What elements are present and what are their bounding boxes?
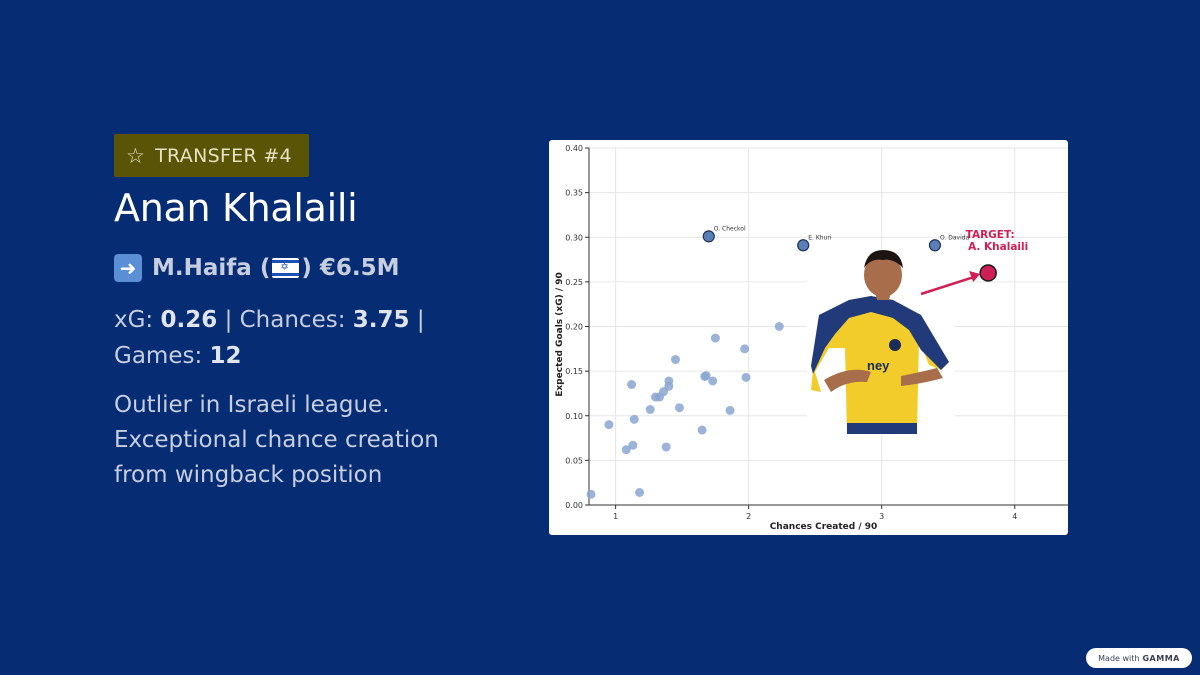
games-value: 12 [209,343,242,369]
star-icon: ☆ [126,143,146,168]
transfer-destination: ➜ M.Haifa ( ✡ ) €6.5M [114,254,399,282]
scatter-point [740,344,750,354]
chart-points [586,322,784,499]
y-tick-label: 0.00 [565,501,583,510]
labeled-point-name: E. Khuri [808,234,832,241]
scatter-point [604,420,614,430]
labeled-point-name: O. Checkol [714,225,746,232]
scatter-point [635,488,645,498]
player-stats: xG: 0.26 | Chances: 3.75 | Games: 12 [114,302,474,374]
x-tick-label: 4 [1012,512,1017,521]
right-arrow-icon: ➜ [114,254,142,282]
transfer-badge-label: TRANSFER #4 [155,144,292,167]
destination-club-close: ) [301,255,312,281]
scatter-point [670,355,680,365]
labeled-point [702,230,715,243]
y-tick-label: 0.40 [565,144,583,153]
stats-separator: | [416,307,425,333]
chart-axes: 0.00 0.05 0.10 0.15 0.20 0.25 0.30 0.35 0.40 1 2 3 4… [555,144,1068,532]
chart-labeled-points: O. Checkol E. Khuri O. Davida [702,225,970,252]
x-tick-label: 2 [746,512,751,521]
xg-value: 0.26 [160,307,218,333]
chances-value: 3.75 [352,307,410,333]
player-description: Outlier in Israeli league. Exceptional c… [114,392,439,488]
stats-separator: | [224,307,233,333]
y-tick-label: 0.10 [565,412,583,421]
scatter-point [627,380,637,390]
scatter-point [697,425,707,435]
scatter-point [586,489,596,499]
labeled-point [928,239,942,252]
x-axis-label: Chances Created / 90 [770,522,878,532]
scatter-chart: 0.00 0.05 0.10 0.15 0.20 0.25 0.30 0.35 0.40 1 2 3 4… [555,144,1068,532]
target-point [979,264,997,282]
player-photo: ney [807,250,955,435]
labeled-point-name: O. Davida [940,234,970,241]
scatter-point [628,440,638,450]
target-label-line1: TARGET: [966,229,1015,241]
player-name: Anan Khalaili [114,186,358,230]
scatter-point [645,405,655,415]
x-tick-label: 3 [879,512,884,521]
scatter-point [621,445,631,455]
labeled-point [797,239,810,252]
gamma-brand: GAMMA [1142,653,1180,663]
made-with-label: Made with [1098,653,1140,663]
scatter-chart-card: 0.00 0.05 0.10 0.15 0.20 0.25 0.30 0.35 0.40 1 2 3 4… [549,140,1068,535]
y-tick-label: 0.15 [565,367,583,376]
y-tick-label: 0.20 [565,323,583,332]
games-label: Games: [114,343,203,369]
y-tick-label: 0.05 [565,456,583,465]
scatter-point [661,442,671,452]
scatter-point [701,371,711,381]
destination-club: M.Haifa ( [152,255,271,281]
scatter-point [674,403,684,413]
svg-text:ney: ney [867,358,890,373]
scatter-point [664,376,674,386]
scatter-point [774,322,784,331]
scatter-point [725,405,735,415]
israel-flag-icon: ✡ [272,258,300,278]
target-marker: TARGET:A. Khalaili [920,229,1028,296]
transfer-badge: ☆ TRANSFER #4 [114,134,309,177]
transfer-fee: €6.5M [319,255,400,281]
xg-label: xG: [114,307,154,333]
scatter-point [741,372,751,382]
made-with-gamma-badge[interactable]: Made with GAMMA [1086,648,1192,668]
y-tick-label: 0.35 [565,189,583,198]
x-tick-label: 1 [613,512,618,521]
scatter-point [710,333,720,343]
target-arrow-head [969,270,981,282]
y-tick-label: 0.25 [565,278,583,287]
y-tick-label: 0.30 [565,233,583,242]
chances-label: Chances: [239,307,346,333]
target-label-line2: A. Khalaili [968,241,1028,253]
scatter-point [708,376,718,386]
scatter-point [629,414,639,424]
target-arrow [920,275,975,296]
y-axis-label: Expected Goals (xG) / 90 [555,272,565,397]
